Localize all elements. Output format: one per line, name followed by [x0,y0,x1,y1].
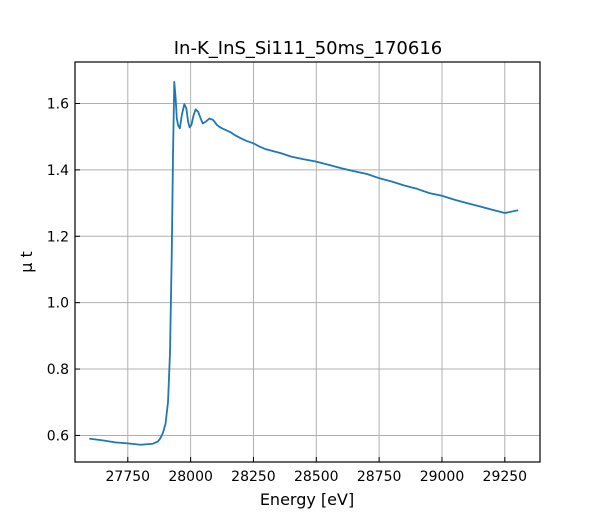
x-tick-label: 29000 [420,469,465,485]
x-tick-label: 28250 [231,469,276,485]
x-tick-label: 27750 [106,469,151,485]
y-tick-label: 1.4 [47,163,69,179]
x-tick-label: 28500 [294,469,339,485]
x-tick-label: 28750 [357,469,402,485]
x-tick-label: 29250 [483,469,528,485]
y-axis-label: μ t [17,251,36,273]
grid-layer [75,62,540,462]
x-tick-label: 28000 [168,469,213,485]
chart-title: In-K_InS_Si111_50ms_170616 [174,38,442,59]
series-line [89,81,519,446]
y-tick-label: 0.6 [47,428,69,444]
y-tick-label: 1.0 [47,296,69,312]
tick-layer: 27750 28000 28250 28500 28750 29000 29250 0.6 0.… [47,96,527,485]
x-axis-label: Energy [eV] [260,490,354,509]
y-tick-label: 1.6 [47,96,69,112]
plot-frame [74,61,541,463]
series-layer [89,81,519,446]
y-tick-label: 1.2 [47,229,69,245]
y-tick-label: 0.8 [47,362,69,378]
